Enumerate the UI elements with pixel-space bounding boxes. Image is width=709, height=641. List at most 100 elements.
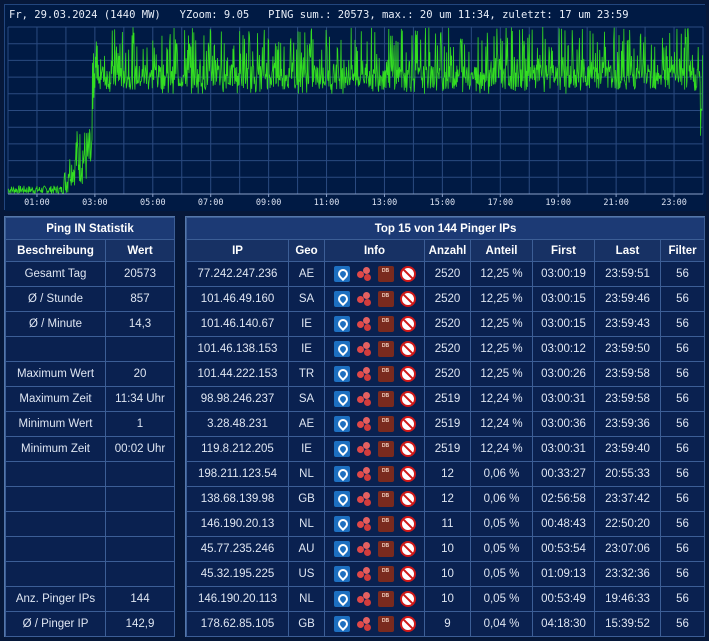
block-icon[interactable] [399, 541, 416, 557]
database-icon[interactable]: DB [377, 566, 394, 582]
network-icon[interactable] [356, 416, 372, 432]
pinger-header-5: First [532, 239, 595, 262]
network-icon[interactable] [356, 316, 372, 332]
location-icon[interactable] [333, 391, 350, 407]
block-icon[interactable] [399, 316, 416, 332]
location-icon[interactable] [333, 466, 350, 482]
network-icon[interactable] [356, 616, 372, 632]
ip-cell[interactable]: 146.190.20.13 [186, 511, 289, 537]
network-icon[interactable] [356, 291, 372, 307]
location-icon[interactable] [333, 416, 350, 432]
location-icon[interactable] [333, 266, 350, 282]
location-icon[interactable] [333, 316, 350, 332]
location-icon[interactable] [333, 566, 350, 582]
block-icon[interactable] [399, 341, 416, 357]
ip-cell[interactable]: 101.46.138.153 [186, 336, 289, 362]
location-icon[interactable] [333, 341, 350, 357]
pinger-row: 3.28.48.231 AE DB 2519 12,24 % 03:00:36 23:59:… [186, 411, 706, 437]
ip-cell[interactable]: 98.98.246.237 [186, 386, 289, 412]
network-icon[interactable] [356, 441, 372, 457]
x-tick-label: 11:00 [314, 198, 340, 208]
stats-header-0: Beschreibung [5, 239, 106, 262]
database-icon[interactable]: DB [377, 366, 394, 382]
network-icon[interactable] [356, 366, 372, 382]
ip-cell[interactable]: 101.44.222.153 [186, 361, 289, 387]
block-icon[interactable] [399, 366, 416, 382]
database-icon[interactable]: DB [377, 541, 394, 557]
block-icon[interactable] [399, 516, 416, 532]
pinger-header-6: Last [594, 239, 661, 262]
stats-label: Ø / Pinger IP [5, 611, 106, 637]
network-icon[interactable] [356, 491, 372, 507]
stats-label [5, 511, 106, 537]
database-icon[interactable]: DB [377, 466, 394, 482]
first-cell: 03:00:19 [532, 261, 595, 287]
network-icon[interactable] [356, 541, 372, 557]
info-icons: DB [327, 466, 422, 482]
database-icon[interactable]: DB [377, 341, 394, 357]
database-icon[interactable]: DB [377, 516, 394, 532]
location-icon[interactable] [333, 616, 350, 632]
network-icon[interactable] [356, 391, 372, 407]
block-icon[interactable] [399, 441, 416, 457]
last-cell: 23:32:36 [594, 561, 661, 587]
info-icons: DB [327, 416, 422, 432]
stats-row: Ø / Pinger IP 142,9 [5, 611, 176, 637]
location-icon[interactable] [333, 441, 350, 457]
database-icon[interactable]: DB [377, 491, 394, 507]
location-icon[interactable] [333, 491, 350, 507]
block-icon[interactable] [399, 291, 416, 307]
x-tick-label: 09:00 [256, 198, 282, 208]
network-icon[interactable] [356, 516, 372, 532]
top-pinger-table: Top 15 von 144 Pinger IPs IP Geo Info Anzah… [185, 217, 706, 637]
location-icon[interactable] [333, 516, 350, 532]
database-icon[interactable]: DB [377, 316, 394, 332]
database-icon[interactable]: DB [377, 416, 394, 432]
ip-cell[interactable]: 101.46.49.160 [186, 286, 289, 312]
database-icon[interactable]: DB [377, 441, 394, 457]
stats-label: Ø / Minute [5, 311, 106, 337]
x-tick-label: 01:00 [24, 198, 50, 208]
database-icon[interactable]: DB [377, 266, 394, 282]
ip-cell[interactable]: 138.68.139.98 [186, 486, 289, 512]
network-icon[interactable] [356, 466, 372, 482]
ip-cell[interactable]: 77.242.247.236 [186, 261, 289, 287]
ip-cell[interactable]: 3.28.48.231 [186, 411, 289, 437]
database-icon[interactable]: DB [377, 291, 394, 307]
info-cell: DB [324, 361, 425, 387]
block-icon[interactable] [399, 416, 416, 432]
location-icon[interactable] [333, 291, 350, 307]
ip-cell[interactable]: 45.32.195.225 [186, 561, 289, 587]
block-icon[interactable] [399, 491, 416, 507]
database-icon[interactable]: DB [377, 391, 394, 407]
pinger-row: 178.62.85.105 GB DB 9 0,04 % 04:18:30 15:39:52… [186, 611, 706, 637]
database-icon[interactable]: DB [377, 591, 394, 607]
ip-cell[interactable]: 146.190.20.113 [186, 586, 289, 612]
ip-cell[interactable]: 198.211.123.54 [186, 461, 289, 487]
ping-statistics-panel: Ping IN Statistik Beschreibung Wert Gesam… [4, 216, 176, 637]
share-cell: 12,24 % [470, 436, 533, 462]
location-icon[interactable] [333, 366, 350, 382]
block-icon[interactable] [399, 391, 416, 407]
network-icon[interactable] [356, 341, 372, 357]
ip-cell[interactable]: 119.8.212.205 [186, 436, 289, 462]
location-icon[interactable] [333, 591, 350, 607]
block-icon[interactable] [399, 591, 416, 607]
pinger-row: 198.211.123.54 NL DB 12 0,06 % 00:33:27 20:55:… [186, 461, 706, 487]
block-icon[interactable] [399, 616, 416, 632]
ip-cell[interactable]: 178.62.85.105 [186, 611, 289, 637]
ip-cell[interactable]: 45.77.235.246 [186, 536, 289, 562]
location-icon[interactable] [333, 541, 350, 557]
network-icon[interactable] [356, 591, 372, 607]
share-cell: 12,24 % [470, 386, 533, 412]
block-icon[interactable] [399, 266, 416, 282]
network-icon[interactable] [356, 266, 372, 282]
block-icon[interactable] [399, 566, 416, 582]
block-icon[interactable] [399, 466, 416, 482]
database-icon[interactable]: DB [377, 616, 394, 632]
ip-cell[interactable]: 101.46.140.67 [186, 311, 289, 337]
stats-label [5, 536, 106, 562]
network-icon[interactable] [356, 566, 372, 582]
share-cell: 12,24 % [470, 411, 533, 437]
filter-cell: 56 [659, 436, 706, 462]
